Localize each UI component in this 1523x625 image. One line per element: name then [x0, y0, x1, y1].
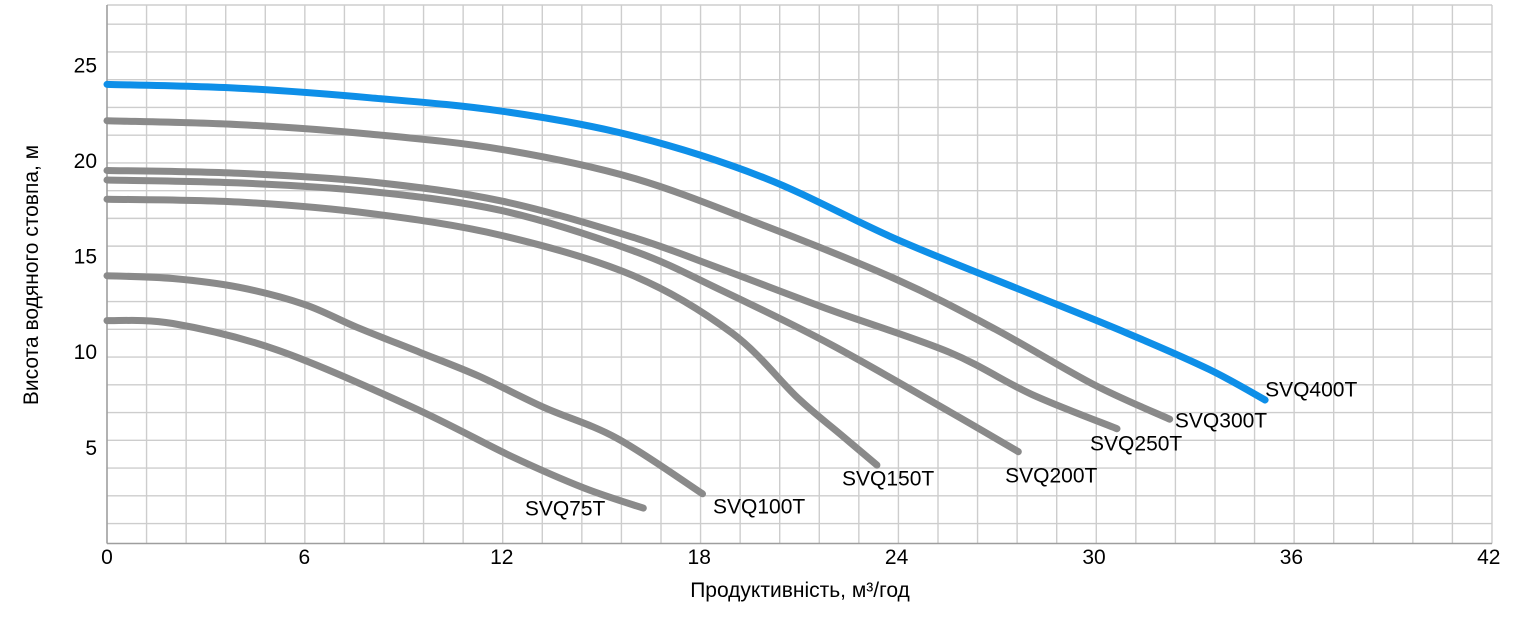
- curve-SVQ75T: [103, 316, 647, 512]
- curve-labels: SVQ75T SVQ100T SVQ150T SVQ200T SVQ250TSVQ300…: [525, 378, 1358, 520]
- y-tick-label: 25: [74, 54, 97, 77]
- curve-label-SVQ400T: SVQ400T: [1265, 378, 1357, 401]
- curve-label-SVQ200T: SVQ200T: [1005, 464, 1097, 487]
- curve-SVQ300T: [103, 117, 1174, 423]
- y-tick-label: 15: [74, 246, 97, 269]
- x-tick-label: 42: [1477, 546, 1500, 569]
- y-axis-title: Висота водяного стовпа, м: [20, 145, 43, 405]
- y-tick-label: 10: [74, 341, 97, 364]
- x-tick-label: 18: [688, 546, 711, 569]
- curve-label-SVQ75T: SVQ75T: [525, 497, 606, 520]
- y-tick-label: 5: [85, 437, 97, 460]
- x-tick-label: 12: [490, 546, 513, 569]
- x-tick-label: 24: [885, 546, 909, 569]
- curve-label-SVQ150T: SVQ150T: [842, 467, 934, 490]
- grid-lines: [107, 4, 1493, 544]
- x-axis-title: Продуктивність, м³/год: [690, 579, 910, 602]
- curve-SVQ200T: [103, 176, 1022, 456]
- curve-label-SVQ300T: SVQ300T: [1175, 409, 1267, 432]
- curve-label-SVQ250T: SVQ250T: [1090, 432, 1182, 455]
- curve-SVQ400T: [103, 80, 1269, 404]
- curve-label-SVQ100T: SVQ100T: [713, 495, 805, 518]
- x-tick-label: 0: [101, 546, 113, 569]
- curve-SVQ150T: [103, 195, 881, 469]
- y-tick-label: 20: [74, 150, 97, 173]
- curve-SVQ100T: [103, 272, 706, 498]
- x-tick-label: 30: [1082, 546, 1105, 569]
- x-tick-label: 6: [299, 546, 311, 569]
- tick-labels: 0 6 12 18 24 30 36 42 5 10 15 20 25: [74, 54, 1501, 569]
- curve-SVQ250T: [103, 167, 1121, 433]
- curves: [103, 80, 1269, 512]
- x-tick-label: 36: [1280, 546, 1303, 569]
